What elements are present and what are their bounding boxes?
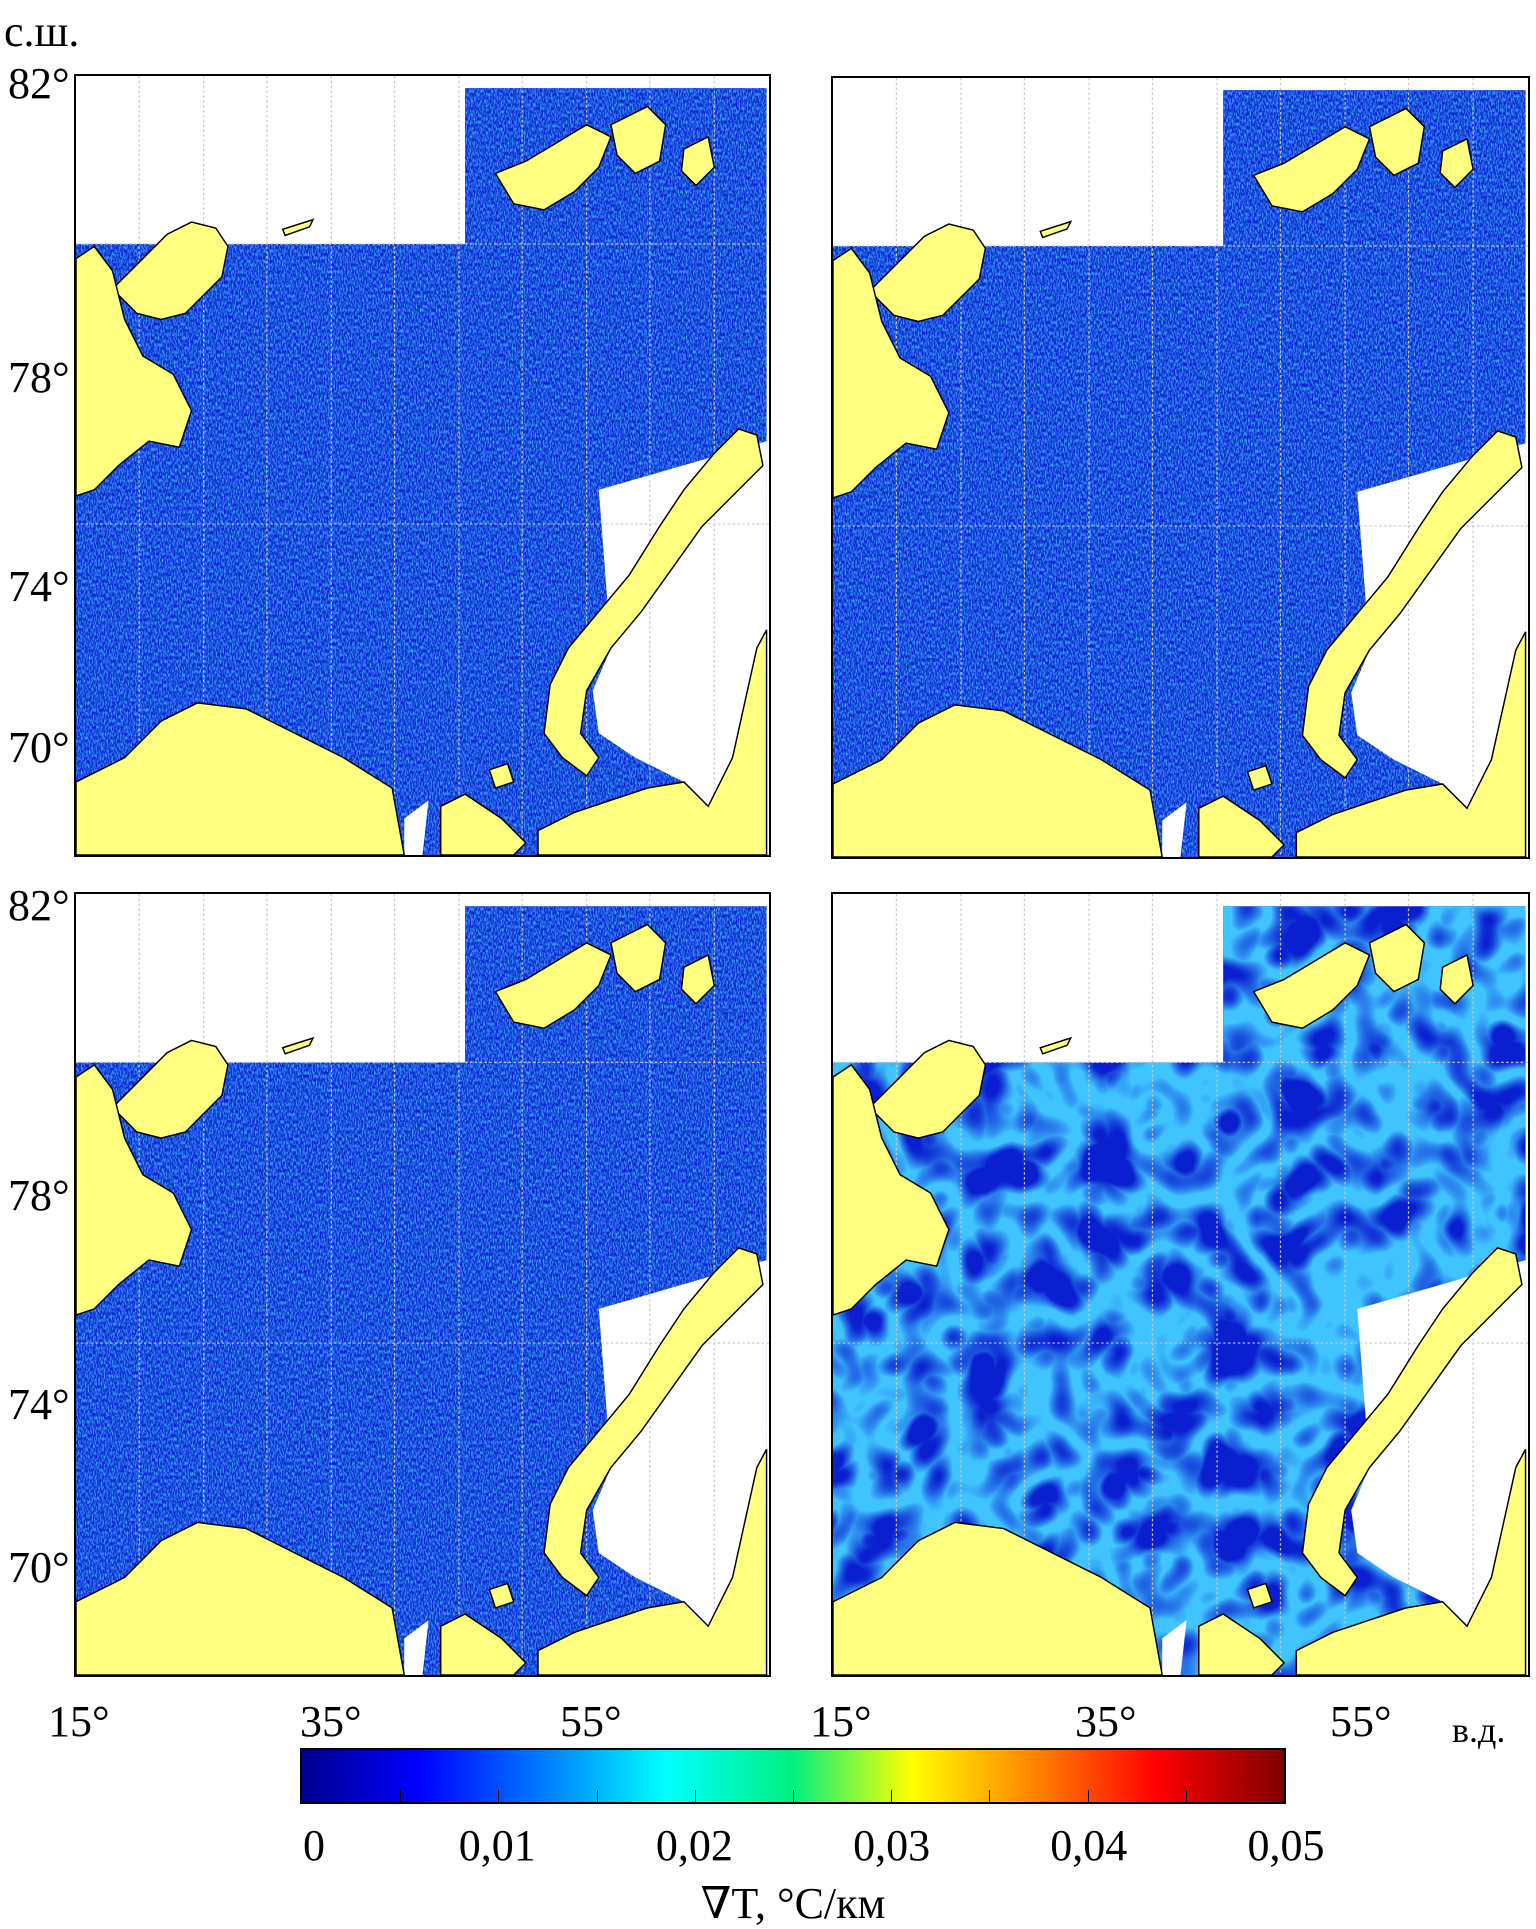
lon-tick-55-left: 55°: [560, 1697, 622, 1746]
map-panel-top-right: [831, 76, 1530, 859]
lon-tick-15-right: 15°: [810, 1697, 872, 1746]
lat-tick-78-bottom: 78°: [8, 1171, 70, 1220]
colorbar-tick-mark: [498, 1790, 500, 1802]
lat-tick-74-bottom: 74°: [8, 1380, 70, 1429]
map-panel-top-left: [74, 74, 771, 857]
longitude-axis-label: в.д.: [1452, 1710, 1506, 1750]
colorbar-tick-label: 0,01: [458, 1821, 536, 1870]
colorbar-tick-mark: [1087, 1790, 1089, 1802]
colorbar-tick-mark: [400, 1790, 402, 1802]
map-panel-bottom-right: [831, 892, 1530, 1677]
colorbar-tick-mark: [694, 1790, 696, 1802]
colorbar-tick-mark: [891, 1790, 893, 1802]
colorbar: [300, 1748, 1286, 1804]
colorbar-tick-label: 0,02: [655, 1821, 733, 1870]
lat-tick-82-bottom: 82°: [8, 881, 70, 930]
lon-tick-35-right: 35°: [1075, 1697, 1137, 1746]
colorbar-tick-mark: [596, 1790, 598, 1802]
lat-tick-78-top: 78°: [8, 353, 70, 402]
lon-tick-55-right: 55°: [1330, 1697, 1392, 1746]
lon-tick-15-left: 15°: [48, 1697, 110, 1746]
colorbar-tick-label: 0,03: [853, 1821, 931, 1870]
colorbar-title: ∇T, °C/км: [700, 1879, 886, 1928]
colorbar-tick-mark: [989, 1790, 991, 1802]
colorbar-tick-label: 0: [303, 1821, 325, 1870]
colorbar-tick-mark: [793, 1790, 794, 1802]
latitude-axis-label: с.ш.: [4, 7, 80, 56]
map-panel-bottom-left: [74, 892, 771, 1677]
lat-tick-70-top: 70°: [8, 723, 70, 772]
lat-tick-70-bottom: 70°: [8, 1543, 70, 1592]
colorbar-tick-label: 0,05: [1247, 1821, 1325, 1870]
lat-tick-82-top: 82°: [8, 59, 70, 108]
lat-tick-74-top: 74°: [8, 562, 70, 611]
colorbar-tick-mark: [1185, 1790, 1187, 1802]
colorbar-tick-label: 0,04: [1050, 1821, 1128, 1870]
lon-tick-35-left: 35°: [300, 1697, 362, 1746]
